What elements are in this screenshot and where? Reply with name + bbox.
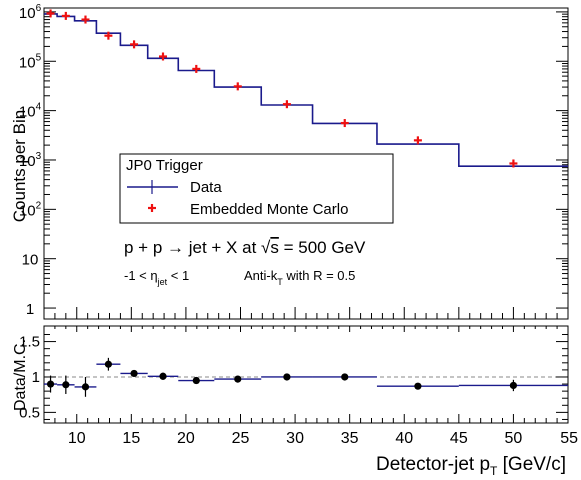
top-y-tick-base: 10 xyxy=(19,104,36,121)
top-y-tick-exponent: 2 xyxy=(36,200,42,211)
ratio-point xyxy=(509,381,518,390)
ratio-y-axis-label: Data/M.C. xyxy=(12,339,29,411)
data-histogram xyxy=(44,13,568,167)
top-y-axis-label: Counts per Bin xyxy=(10,110,29,222)
ratio-y-tick-label: 0.5 xyxy=(19,404,40,421)
ratio-points xyxy=(44,357,568,397)
ratio-x-tick-label: 45 xyxy=(450,430,468,447)
ratio-x-tick-label: 10 xyxy=(68,430,86,447)
ratio-x-axis: 10 15 20 25 30 35 40 45 50 55 xyxy=(43,326,578,447)
ratio-point xyxy=(234,375,242,383)
ratio-point xyxy=(130,369,138,378)
top-y-tick-label: 1 xyxy=(26,301,34,318)
energy-text: = 500 GeV xyxy=(279,238,366,257)
ratio-point xyxy=(104,360,113,368)
legend-title: JP0 Trigger xyxy=(126,157,203,174)
algorithm-annotation: Anti-kT with R = 0.5 xyxy=(244,268,355,287)
top-y-tick-base: 10 xyxy=(19,202,36,219)
top-y-tick-label: 102 xyxy=(19,200,42,219)
top-y-tick-label: 106 xyxy=(19,3,42,22)
data-histogram-line xyxy=(44,13,568,167)
ratio-point xyxy=(62,381,70,389)
top-y-tick-exponent: 6 xyxy=(36,3,42,14)
top-y-tick-exponent: 4 xyxy=(36,102,42,113)
top-y-tick-exponent: 3 xyxy=(36,151,42,162)
top-x-axis-ticks xyxy=(43,307,569,319)
legend-entry-mc: Embedded Monte Carlo xyxy=(190,201,348,218)
legend-entry-data: Data xyxy=(190,179,222,196)
legend-box xyxy=(119,153,394,224)
top-y-tick-base: 10 xyxy=(22,252,39,269)
eta-text: -1 < η xyxy=(124,268,158,283)
top-y-tick-exponent: 5 xyxy=(36,52,42,63)
ratio-point xyxy=(159,372,167,380)
ratio-panel: 0.5 1 1.5 10 15 20 25 30 35 40 45 50 55 Data/M.C. D… xyxy=(12,325,578,478)
legend: JP0 Trigger Data Embedded Monte Carlo xyxy=(119,153,394,224)
ratio-point xyxy=(192,376,200,385)
ratio-y-tick-label: 1.5 xyxy=(19,334,40,351)
ratio-point xyxy=(283,373,291,381)
x-axis-label: Detector-jet pT [GeV/c] xyxy=(376,454,566,478)
ratio-x-tick-label: 25 xyxy=(232,430,250,447)
x-axis-label-subscript: T xyxy=(490,464,498,478)
eta-text-end: < 1 xyxy=(167,268,189,283)
ratio-x-tick-label: 35 xyxy=(341,430,359,447)
top-y-tick-label: 10 xyxy=(22,252,39,269)
ratio-x-tick-label: 40 xyxy=(395,430,413,447)
ratio-x-tick-label: 55 xyxy=(560,430,578,447)
top-y-tick-base: 1 xyxy=(26,301,34,318)
algo-text: Anti-k xyxy=(244,268,278,283)
ratio-x-tick-label: 50 xyxy=(505,430,523,447)
top-y-tick-label: 105 xyxy=(19,52,42,71)
top-y-tick-label: 103 xyxy=(19,151,42,170)
x-axis-label-main: Detector-jet p xyxy=(376,454,490,475)
ratio-x-tick-label: 20 xyxy=(177,430,195,447)
ratio-point xyxy=(46,380,55,388)
mc-markers xyxy=(46,9,518,168)
ratio-point xyxy=(81,383,90,391)
sqrt-symbol: √ xyxy=(261,238,271,257)
top-y-tick-base: 10 xyxy=(19,153,36,170)
algo-text-end: with R = 0.5 xyxy=(283,268,356,283)
process-annotation: p + p → jet + X at √s = 500 GeV xyxy=(124,238,366,257)
ratio-point xyxy=(414,382,422,390)
algo-subscript: T xyxy=(277,277,283,287)
top-y-tick-base: 10 xyxy=(19,54,36,71)
process-text: p + p → jet + X at xyxy=(124,238,261,257)
ratio-plot-frame xyxy=(43,325,569,424)
ratio-y-tick-label: 1 xyxy=(32,369,40,386)
top-y-tick-base: 10 xyxy=(19,5,36,22)
sqrt-s: s xyxy=(270,238,279,257)
top-y-tick-label: 104 xyxy=(19,102,42,121)
eta-cut-annotation: -1 < ηjet < 1 xyxy=(124,268,189,287)
ratio-point xyxy=(341,373,349,381)
ratio-x-tick-label: 15 xyxy=(122,430,140,447)
ratio-x-tick-label: 30 xyxy=(286,430,304,447)
x-axis-label-unit: [GeV/c] xyxy=(497,454,566,475)
eta-subscript: jet xyxy=(157,277,168,287)
